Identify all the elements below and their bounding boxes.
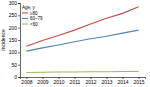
legend-swatch <box>22 12 28 13</box>
tick: 300 <box>9 0 20 6</box>
chart: 2008 2009 2010 2011 2012 2013 2014 2015 0 50 100 15… <box>0 0 150 87</box>
tick-mark <box>18 28 20 29</box>
tick-mark <box>18 77 20 78</box>
tick: 0 <box>14 74 20 80</box>
tick-label: 50 <box>11 62 17 68</box>
tick-label: 2012 <box>85 79 96 85</box>
tick: 250 <box>9 12 20 18</box>
legend-entry: 60–79 <box>30 16 43 21</box>
tick: 2015 <box>134 77 145 85</box>
tick-label: 300 <box>9 0 18 6</box>
plot: 2008 2009 2010 2011 2012 2013 2014 2015 0 50 100 15… <box>9 0 146 84</box>
tick-label: 100 <box>9 49 18 55</box>
tick-label: 2014 <box>118 79 129 85</box>
tick-mark <box>18 3 20 4</box>
x-axis: 2008 2009 2010 2011 2012 2013 2014 2015 <box>21 77 146 85</box>
axis-line <box>18 4 21 78</box>
tick: 2014 <box>118 77 129 85</box>
series-line <box>26 71 138 73</box>
tick-label: 2008 <box>21 79 32 85</box>
tick: 150 <box>9 37 20 43</box>
legend-entry: <60 <box>30 22 38 27</box>
tick: 2013 <box>101 77 112 85</box>
y-axis-title: Incidence <box>0 29 6 51</box>
tick: 100 <box>9 49 20 55</box>
tick-label: 200 <box>9 25 18 31</box>
tick: 200 <box>9 25 20 31</box>
series-line <box>26 30 138 51</box>
tick: 2010 <box>53 77 64 85</box>
legend-swatch <box>22 18 28 19</box>
legend-entry: ≥80 <box>30 11 38 16</box>
tick-label: 2013 <box>101 79 112 85</box>
tick-label: 2015 <box>134 79 145 85</box>
tick-label: 250 <box>9 12 18 18</box>
legend: Age, y≥8060–79<60 <box>22 5 43 27</box>
tick-mark <box>18 65 20 66</box>
tick: 2009 <box>37 77 48 85</box>
y-axis: 0 50 100 150 200 250 300 <box>9 0 21 80</box>
tick-mark <box>18 15 20 16</box>
tick-label: 150 <box>9 37 18 43</box>
tick-label: 2011 <box>70 79 81 85</box>
tick: 50 <box>11 62 20 68</box>
tick-label: 2009 <box>37 79 48 85</box>
tick: 2012 <box>85 77 96 85</box>
tick-label: 2010 <box>53 79 64 85</box>
tick: 2008 <box>21 77 32 85</box>
legend-swatch <box>22 23 28 24</box>
lines <box>26 7 138 73</box>
legend-title: Age, y <box>22 5 36 10</box>
tick-mark <box>18 40 20 41</box>
tick: 2011 <box>70 77 81 85</box>
tick-mark <box>18 52 20 53</box>
tick-label: 0 <box>14 74 17 80</box>
